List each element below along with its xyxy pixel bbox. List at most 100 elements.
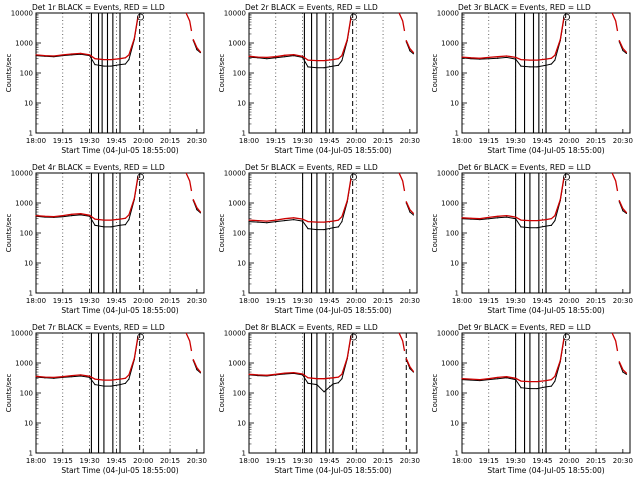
- chart-panel-5: Det 5r BLACK = Events, RED = LLD 18:00 19:…: [218, 163, 420, 315]
- data-point: [275, 373, 277, 375]
- data-point: [554, 54, 556, 56]
- data-point: [44, 215, 46, 217]
- x-tick-label: 20:15: [586, 137, 606, 145]
- y-tick-label: 1000: [15, 200, 33, 208]
- series-line-lld-return: [185, 12, 193, 32]
- y-tick-label: 10000: [224, 330, 246, 338]
- x-tick-label: 19:15: [479, 137, 499, 145]
- x-tick-label: 20:00: [133, 137, 153, 145]
- data-point: [94, 218, 96, 220]
- y-tick-label: 10: [237, 100, 246, 108]
- data-point: [625, 373, 628, 375]
- data-point: [515, 216, 517, 218]
- saa-marker: [350, 173, 357, 181]
- data-point: [497, 57, 499, 59]
- data-point: [409, 50, 411, 52]
- data-point: [89, 214, 91, 216]
- chart-title: Det 6r BLACK = Events, RED = LLD: [458, 163, 591, 172]
- x-tick-label: 19:15: [53, 137, 73, 145]
- chart-panel-3: Det 3r BLACK = Events, RED = LLD 18:00 19:…: [431, 3, 633, 155]
- data-point: [94, 224, 96, 226]
- data-point: [346, 38, 348, 41]
- data-point: [124, 377, 126, 379]
- data-point: [71, 215, 73, 217]
- x-tick-label: 20:15: [160, 457, 180, 465]
- y-tick-label: 100: [446, 70, 459, 78]
- data-point: [506, 56, 508, 59]
- y-tick-label: 100: [233, 230, 246, 238]
- data-point: [133, 38, 135, 40]
- x-tick-label: 19:30: [80, 457, 100, 465]
- data-point: [257, 374, 259, 376]
- data-point: [124, 217, 126, 219]
- data-point: [520, 380, 522, 382]
- data-point: [479, 378, 481, 381]
- data-point: [618, 40, 620, 42]
- x-tick-label: 20:30: [187, 457, 207, 465]
- data-point: [316, 221, 318, 223]
- data-point: [515, 58, 517, 60]
- data-point: [559, 360, 561, 362]
- data-point: [103, 219, 105, 221]
- y-tick-label: 100: [20, 230, 33, 238]
- y-tick-label: 10: [450, 420, 459, 428]
- x-axis-label: Start Time (04-Jul-05 18:55:00): [487, 306, 604, 315]
- data-point: [554, 375, 556, 377]
- data-point: [497, 215, 499, 217]
- series-line-events: [248, 336, 414, 393]
- series-line-lld: [248, 17, 414, 62]
- x-tick-label: 20:30: [613, 137, 633, 145]
- data-point: [536, 59, 538, 61]
- data-point: [71, 213, 73, 215]
- data-point: [53, 216, 55, 218]
- saa-marker: [563, 13, 570, 21]
- data-point: [412, 53, 415, 55]
- y-tick-label: 10: [450, 100, 459, 108]
- y-tick-label: 10: [450, 260, 459, 268]
- x-tick-label: 19:15: [479, 297, 499, 305]
- data-point: [520, 65, 522, 67]
- data-point: [35, 375, 37, 377]
- y-axis-label: Counts/sec: [431, 374, 439, 413]
- y-axis-label: Counts/sec: [218, 374, 226, 413]
- saa-marker: [350, 13, 357, 21]
- data-point: [284, 218, 286, 220]
- series-line-lld-return: [398, 332, 406, 352]
- data-point: [124, 382, 126, 384]
- y-tick-label: 10000: [224, 10, 246, 18]
- y-tick-label: 100: [446, 230, 459, 238]
- data-point: [497, 376, 499, 379]
- x-tick-label: 19:30: [506, 297, 526, 305]
- data-point: [62, 215, 64, 217]
- data-point: [124, 224, 126, 226]
- data-point: [284, 54, 286, 56]
- series-line-events: [248, 179, 414, 231]
- data-point: [94, 384, 96, 386]
- data-point: [307, 382, 309, 384]
- data-point: [133, 198, 135, 200]
- data-point: [128, 218, 130, 221]
- data-point: [119, 58, 121, 60]
- chart-panel-4: Det 4r BLACK = Events, RED = LLD 18:00 19:…: [5, 163, 207, 315]
- data-point: [337, 382, 339, 384]
- data-point: [515, 56, 517, 59]
- data-point: [71, 53, 73, 55]
- data-point: [337, 219, 339, 221]
- y-tick-label: 1: [29, 130, 33, 138]
- data-point: [103, 65, 105, 67]
- x-tick-label: 19:15: [53, 457, 73, 465]
- x-axis-label: Start Time (04-Jul-05 18:55:00): [61, 306, 178, 315]
- data-point: [529, 66, 531, 68]
- y-tick-label: 1000: [228, 40, 246, 48]
- data-point: [341, 55, 343, 57]
- series-line-lld-return: [185, 172, 193, 192]
- data-point: [266, 58, 268, 60]
- x-axis-label: Start Time (04-Jul-05 18:55:00): [487, 466, 604, 475]
- saa-marker: [137, 173, 144, 181]
- x-tick-label: 18:00: [452, 297, 472, 305]
- data-point: [248, 220, 250, 223]
- data-point: [196, 49, 198, 51]
- data-point: [545, 58, 547, 60]
- y-axis-label: Counts/sec: [5, 54, 13, 93]
- series-line-lld-return: [611, 332, 619, 352]
